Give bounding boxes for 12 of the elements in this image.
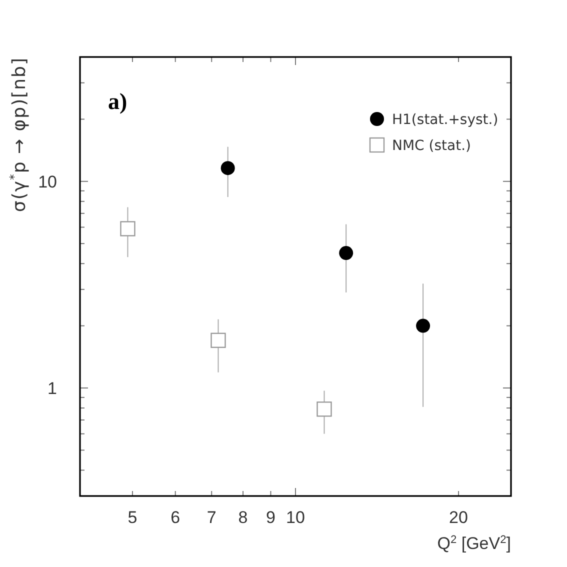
- x-tick-label: 7: [206, 508, 216, 527]
- x-tick-label: 5: [128, 508, 138, 527]
- y-tick-label: 1: [48, 378, 57, 398]
- x-tick-label: 8: [238, 508, 248, 527]
- annotation: a): [108, 89, 128, 114]
- x-tick-label: 20: [449, 508, 468, 527]
- legend-label: H1(stat.+syst.): [392, 112, 498, 128]
- x-tick-label: 10: [286, 508, 305, 527]
- x-tick-label: 9: [266, 508, 276, 527]
- x-axis-title: Q$^{2}$ [GeV$^{2}$]: [437, 534, 511, 553]
- legend-label: NMC (stat.): [392, 138, 472, 154]
- x-tick-label: 6: [170, 508, 180, 527]
